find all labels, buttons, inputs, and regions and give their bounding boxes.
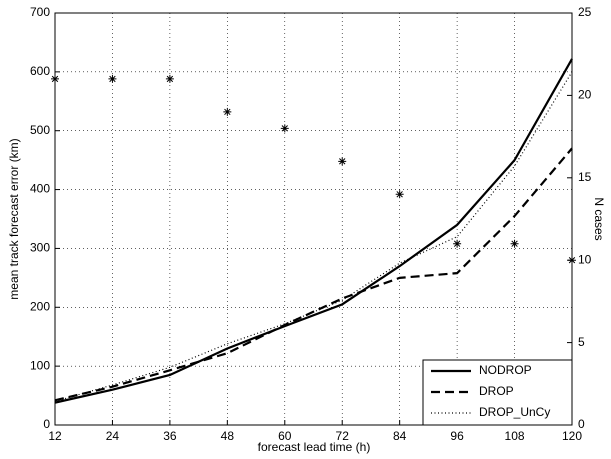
y2-tick-label: 20 bbox=[578, 88, 592, 102]
y2-tick-label: 5 bbox=[578, 335, 585, 349]
y-tick-label: 0 bbox=[43, 417, 50, 431]
n-cases-marker bbox=[280, 124, 289, 133]
x-tick-label: 84 bbox=[393, 429, 407, 443]
x-tick-label: 120 bbox=[562, 429, 582, 443]
series-line bbox=[54, 58, 573, 404]
legend-label: DROP_UnCy bbox=[479, 405, 550, 419]
y2-tick-label: 15 bbox=[578, 170, 592, 184]
n-cases-marker bbox=[510, 239, 519, 248]
y2-tick-label: 25 bbox=[578, 5, 592, 19]
n-cases-marker bbox=[223, 107, 232, 116]
legend-label: NODROP bbox=[479, 363, 532, 377]
x-tick-label: 36 bbox=[163, 429, 177, 443]
y-axis-label: mean track forecast error (km) bbox=[7, 138, 21, 299]
y2-axis-label: N cases bbox=[592, 197, 606, 240]
series-line bbox=[54, 71, 573, 403]
n-cases-marker bbox=[453, 239, 462, 248]
x-tick-label: 72 bbox=[336, 429, 350, 443]
n-cases-marker bbox=[165, 74, 174, 83]
y-tick-label: 200 bbox=[30, 299, 50, 313]
x-tick-label: 12 bbox=[48, 429, 62, 443]
legend-label: DROP bbox=[479, 384, 514, 398]
x-tick-label: 60 bbox=[278, 429, 292, 443]
n-cases-marker bbox=[51, 74, 59, 83]
y-tick-label: 100 bbox=[30, 358, 50, 372]
y-tick-label: 400 bbox=[30, 182, 50, 196]
x-axis-label: forecast lead time (h) bbox=[258, 440, 371, 454]
y-tick-label: 700 bbox=[30, 5, 50, 19]
n-cases-marker bbox=[395, 190, 404, 199]
n-cases-marker bbox=[568, 256, 576, 265]
y2-tick-label: 0 bbox=[578, 417, 585, 431]
y2-tick-label: 10 bbox=[578, 252, 592, 266]
x-tick-label: 48 bbox=[221, 429, 235, 443]
n-cases-marker bbox=[338, 157, 347, 166]
x-tick-label: 24 bbox=[106, 429, 120, 443]
n-cases-marker bbox=[108, 74, 117, 83]
y-tick-label: 500 bbox=[30, 123, 50, 137]
x-tick-label: 96 bbox=[450, 429, 464, 443]
plot-frame bbox=[54, 12, 573, 426]
x-tick-label: 108 bbox=[505, 429, 525, 443]
y-tick-label: 600 bbox=[30, 64, 50, 78]
y-tick-label: 300 bbox=[30, 241, 50, 255]
